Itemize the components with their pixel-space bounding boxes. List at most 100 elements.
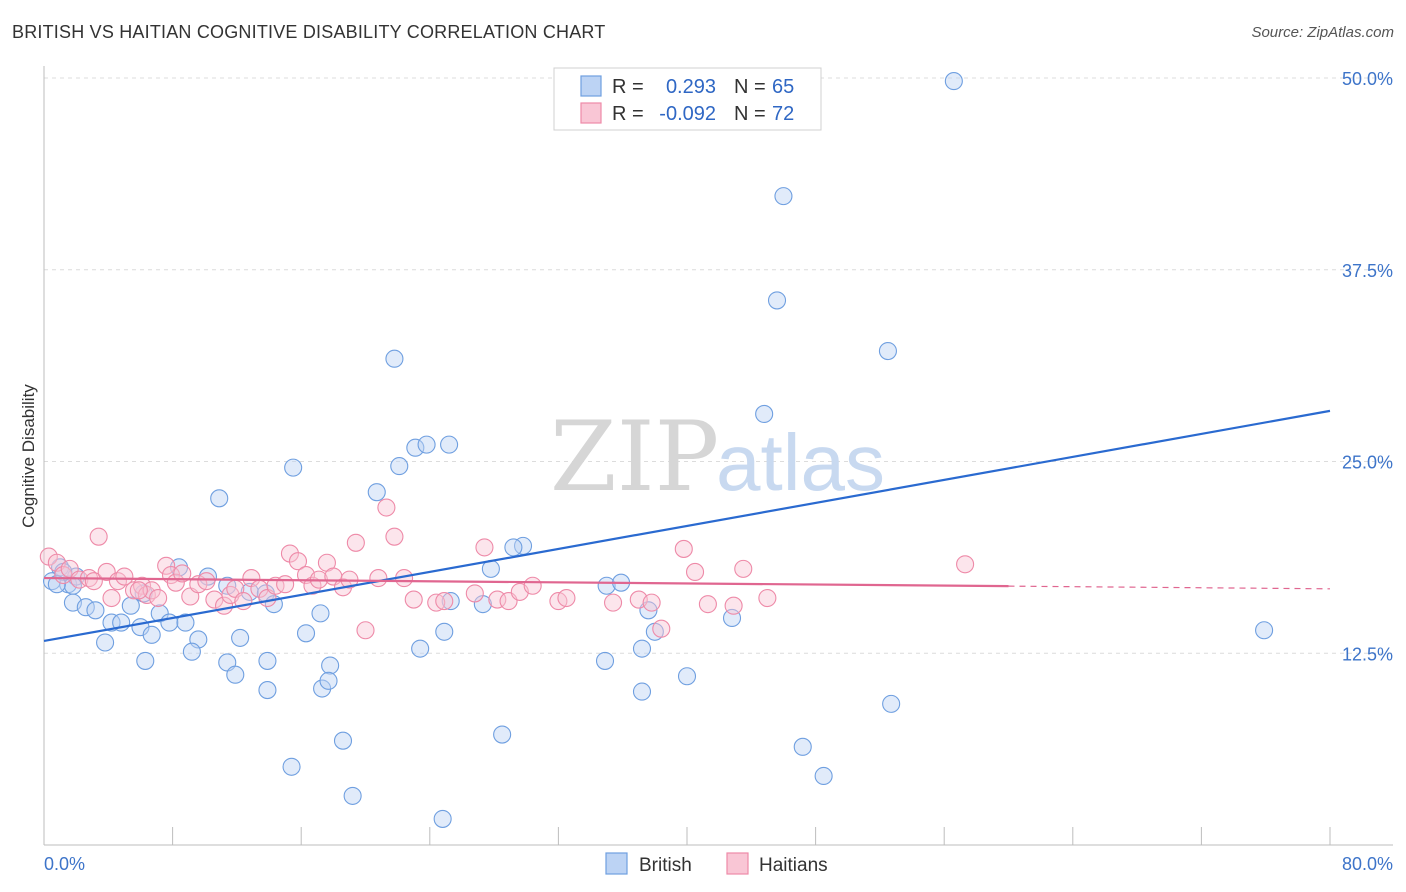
y-axis-title: Cognitive Disability	[19, 384, 38, 528]
british-point	[102, 613, 121, 632]
haitian-point	[488, 590, 507, 609]
british-point	[86, 601, 105, 620]
british-point	[677, 667, 697, 686]
y-tick-label-1: 25.0%	[1342, 453, 1393, 473]
british-point	[319, 671, 338, 690]
british-series	[42, 72, 1274, 828]
trend-lines	[43, 409, 1331, 643]
legend-r-label-british: R =	[612, 76, 644, 98]
haitian-point	[266, 576, 285, 595]
haitian-point	[197, 572, 216, 591]
british-point	[182, 642, 201, 661]
haitian-point	[465, 584, 484, 603]
british-point	[878, 342, 897, 361]
british-point	[411, 639, 430, 658]
british-point	[493, 725, 512, 744]
x-tick-max: 80.0%	[1342, 854, 1393, 874]
y-tick-label-3: 50.0%	[1342, 69, 1393, 89]
british-point	[595, 651, 615, 670]
haitian-point	[102, 588, 121, 608]
haitian-point	[149, 588, 168, 608]
haitian-point	[385, 527, 404, 546]
bottom-legend-swatch-haitians	[726, 852, 749, 875]
british-point	[231, 628, 250, 647]
british-point	[96, 633, 115, 652]
british-point	[440, 435, 459, 454]
haitian-point	[142, 581, 161, 600]
haitian-point	[115, 567, 134, 586]
british-point	[142, 625, 161, 644]
british-point	[406, 438, 425, 457]
haitian-point	[604, 593, 623, 612]
haitian-point	[557, 588, 576, 608]
legend-swatch-haitians	[580, 102, 602, 124]
watermark-zip: ZIP	[550, 401, 719, 513]
y-tick-labels: 12.5% 25.0% 37.5% 50.0%	[1342, 69, 1393, 664]
source-label: Source: ZipAtlas.com	[1251, 24, 1394, 41]
british-point	[504, 538, 523, 557]
british-point	[121, 596, 140, 615]
haitian-point	[698, 595, 717, 614]
british-point	[258, 681, 277, 700]
legend-n-value-british: 65	[772, 76, 794, 98]
haitian-point	[652, 619, 671, 638]
british-point	[284, 458, 303, 477]
british-point	[226, 665, 245, 684]
chart-title: BRITISH VS HAITIAN COGNITIVE DISABILITY …	[12, 22, 606, 42]
british-point	[814, 766, 833, 786]
british-point	[632, 639, 652, 658]
british-trend-line	[43, 409, 1331, 643]
legend-r-label-haitians: R =	[612, 103, 644, 125]
watermark-atlas: atlas	[716, 418, 885, 507]
haitian-point	[685, 562, 705, 581]
haitian-point	[70, 570, 89, 589]
haitian-point	[173, 564, 192, 583]
haitian-point	[108, 572, 127, 591]
british-point	[176, 613, 195, 632]
british-point	[150, 604, 169, 623]
british-point	[367, 483, 386, 502]
british-point	[390, 457, 409, 476]
british-point	[76, 598, 95, 617]
haitian-point	[758, 588, 777, 608]
axes	[43, 66, 1393, 846]
bottom-legend: British Haitians	[605, 852, 828, 876]
haitian-point	[674, 539, 693, 558]
british-point	[282, 757, 301, 776]
haitian-point	[346, 533, 365, 552]
british-point	[321, 656, 340, 675]
y-tick-label-2: 37.5%	[1342, 261, 1393, 281]
british-point	[385, 349, 404, 368]
haitian-point	[523, 576, 542, 595]
british-point	[417, 435, 436, 454]
british-point	[882, 694, 901, 713]
haitian-point	[356, 621, 375, 640]
haitian-point	[734, 559, 753, 578]
british-point	[47, 575, 66, 594]
british-point	[1255, 621, 1274, 640]
british-point	[258, 651, 277, 670]
british-point	[333, 731, 353, 750]
british-point	[632, 682, 652, 701]
british-point	[944, 72, 963, 91]
british-point	[311, 604, 330, 623]
haitian-trend-extension	[1008, 585, 1331, 590]
haitian-point	[276, 575, 295, 594]
haitian-point	[475, 538, 494, 557]
legend-n-label-haitians: N =	[734, 103, 766, 125]
legend-r-value-haitians: -0.092	[659, 103, 716, 125]
haitian-series	[39, 498, 975, 640]
haitian-point	[435, 592, 454, 611]
haitian-point	[129, 581, 148, 600]
legend-swatch-british	[580, 75, 602, 97]
haitian-point	[724, 596, 743, 615]
british-point	[793, 737, 812, 756]
haitian-point	[288, 552, 308, 571]
bottom-legend-haitians: Haitians	[759, 855, 828, 876]
legend-n-value-haitians: 72	[772, 103, 794, 125]
haitian-point	[956, 555, 975, 574]
legend-r-value-british: 0.293	[666, 76, 716, 98]
british-point	[313, 679, 332, 698]
bottom-legend-swatch-british	[605, 852, 628, 875]
